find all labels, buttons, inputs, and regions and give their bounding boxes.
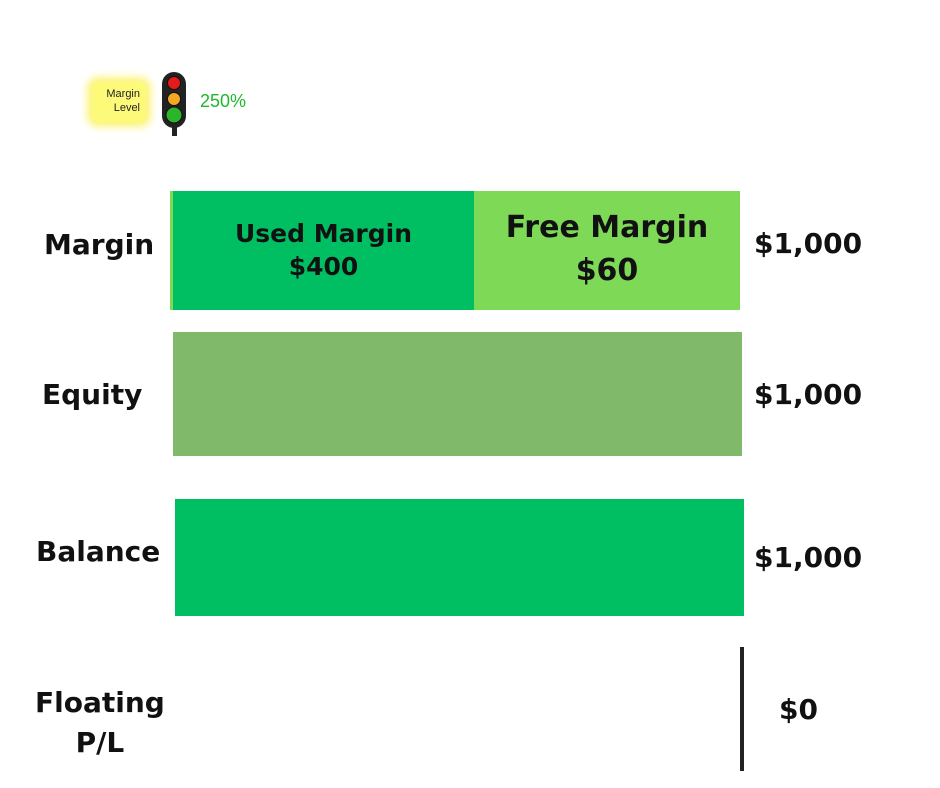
equity-bar [173,332,742,456]
margin-row-label: Margin [44,228,155,261]
margin-level-value: 250% [200,91,247,111]
floating-pl-amount: $0 [779,693,818,726]
balance-bar [175,499,744,616]
used-margin-label: Used Margin [234,218,413,248]
green-light [165,106,183,124]
free-margin-label: Free Margin [505,209,709,245]
free-margin-bar: Free Margin $60 [474,191,740,310]
balance-row-label: Balance [36,535,161,568]
floating-pl-zero-line [740,647,744,771]
traffic-light-pole [172,122,177,136]
balance-amount: $1,000 [754,541,863,574]
equity-amount: $1,000 [754,378,863,411]
margin-level-badge-line1: Margin [106,88,140,100]
used-margin-bar: Used Margin $400 [170,191,474,310]
margin-amount: $1,000 [754,227,863,260]
floating-pl-row-label: Floating P/L [35,683,165,763]
amber-light [167,92,181,106]
used-margin-value: $400 [288,251,359,281]
floating-pl-label-line1: Floating [35,686,165,719]
free-margin-value: $60 [575,252,639,288]
margin-level-badge: Margin Level [92,82,146,122]
margin-level-badge-line2: Level [113,102,140,114]
red-light [167,76,181,90]
traffic-light-icon [162,72,186,136]
equity-row-label: Equity [42,378,143,411]
floating-pl-label-line2: P/L [75,726,125,759]
